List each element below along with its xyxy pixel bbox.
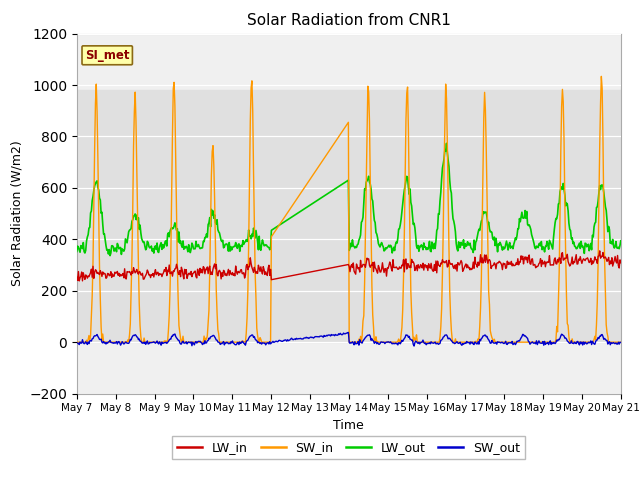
SW_in [566, 339, 573, 345]
LW_in [162, 264, 170, 270]
Y-axis label: Solar Radiation (W/m2): Solar Radiation (W/m2) [11, 141, 24, 287]
SW_out [218, 341, 226, 347]
Line: LW_out: LW_out [77, 144, 621, 256]
LW_out [252, 235, 259, 241]
LW_out [532, 243, 540, 249]
SW_in [598, 73, 605, 79]
SW_out [532, 338, 540, 344]
SW_in [218, 339, 226, 345]
SW_in [250, 221, 258, 227]
Line: SW_in: SW_in [77, 76, 621, 342]
LW_in [596, 248, 604, 254]
SW_out [568, 338, 575, 344]
Title: Solar Radiation from CNR1: Solar Radiation from CNR1 [247, 13, 451, 28]
LW_out [443, 141, 451, 146]
LW_in [219, 274, 227, 279]
Line: LW_in: LW_in [77, 251, 621, 281]
LW_in [73, 275, 81, 280]
X-axis label: Time: Time [333, 419, 364, 432]
SW_out [88, 336, 96, 342]
Text: SI_met: SI_met [85, 49, 129, 62]
LW_out [88, 198, 96, 204]
Bar [77, 90, 621, 342]
SW_in [88, 293, 96, 299]
LW_out [219, 237, 227, 243]
Line: SW_out: SW_out [77, 333, 621, 346]
LW_out [568, 236, 575, 241]
SW_out [161, 340, 169, 346]
Legend: LW_in, SW_in, LW_out, SW_out: LW_in, SW_in, LW_out, SW_out [172, 436, 525, 459]
LW_in [76, 278, 83, 284]
SW_out [410, 343, 418, 349]
LW_in [532, 265, 540, 271]
LW_out [106, 253, 114, 259]
LW_out [617, 238, 625, 244]
LW_out [73, 249, 81, 254]
SW_out [617, 339, 625, 345]
SW_in [73, 339, 81, 345]
SW_in [617, 339, 625, 345]
LW_in [617, 260, 625, 265]
SW_out [344, 330, 352, 336]
LW_in [89, 264, 97, 269]
LW_in [566, 262, 574, 268]
LW_in [252, 268, 259, 274]
SW_in [531, 339, 539, 345]
SW_in [161, 339, 169, 345]
LW_out [162, 238, 170, 244]
SW_out [250, 334, 258, 339]
SW_out [73, 340, 81, 346]
